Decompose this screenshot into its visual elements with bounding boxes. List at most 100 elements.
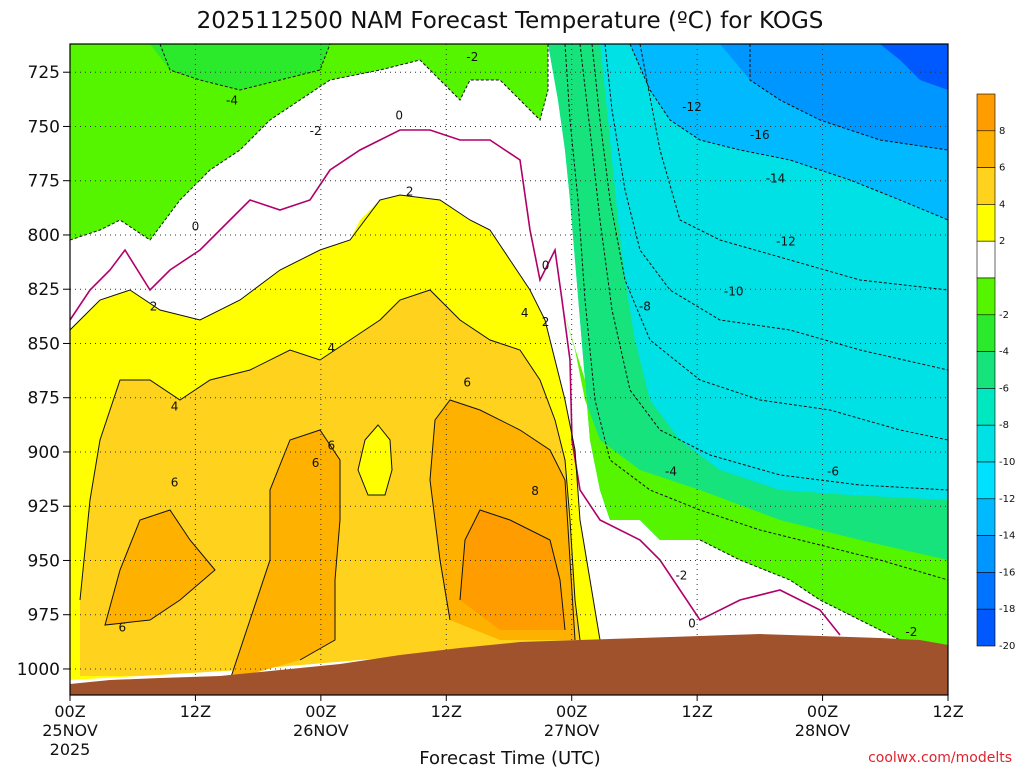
contour-label-0: -2 (466, 50, 478, 64)
colorbar-label-9: -12 (999, 494, 1015, 505)
colorbar-label-0: 8 (999, 126, 1005, 137)
isotherm-minus-6 (579, 44, 948, 491)
y-tick-label-9: 950 (28, 551, 60, 571)
colorbar-label-11: -16 (999, 567, 1015, 578)
contour-label-3: 0 (395, 109, 403, 123)
contour-label-18: -2 (675, 569, 687, 583)
contour-label-2: -2 (310, 124, 322, 138)
positive-isotherms (70, 194, 601, 681)
colorbar-swatch-11 (976, 498, 996, 536)
x-tick-label-0: 00Z (54, 702, 85, 721)
colorbar-label-5: -4 (999, 347, 1009, 358)
grid (70, 44, 948, 695)
y-axis: 725 750 775 800 825 850 875 900 925 950 975 1000 (17, 63, 70, 680)
contour-label-1: -4 (226, 93, 238, 107)
colorbar-swatch-6 (976, 314, 996, 352)
isotherm-minus-16 (749, 44, 948, 151)
y-tick-label-10: 975 (28, 606, 60, 626)
cool-band-lower (560, 300, 948, 660)
colorbar-swatch-2 (976, 167, 996, 205)
colorbar-label-1: 6 (999, 163, 1005, 174)
colorbar-swatch-7 (976, 351, 996, 389)
coldest-band (880, 44, 948, 90)
contour-label-21: -12 (682, 100, 702, 114)
contour-label-7: 4 (327, 341, 335, 355)
x-tick-label-2: 00Z (305, 702, 336, 721)
negative-isotherms (70, 44, 948, 651)
colorbar-label-6: -6 (999, 383, 1009, 394)
x-tick-label-5: 12Z (681, 702, 712, 721)
y-tick-label-8: 925 (28, 497, 60, 517)
contour-label-26: -8 (639, 300, 651, 314)
warm-core-8-10 (460, 510, 565, 630)
colorbar-swatch-5 (976, 277, 996, 316)
x-tick-label-1: 12Z (180, 702, 211, 721)
isotherm-4 (79, 289, 581, 641)
chart-title: 2025112500 NAM Forecast Temperature (ºC)… (197, 8, 824, 34)
isotherm-pocket (357, 424, 393, 496)
y-tick-label-6: 875 (28, 389, 60, 409)
colorbar-swatch-1 (976, 130, 996, 168)
colorbar-label-3: 2 (999, 236, 1005, 247)
upper-cool-layer (70, 44, 548, 240)
colorbar-label-12: -18 (999, 604, 1015, 615)
y-tick-label-5: 850 (28, 334, 60, 354)
x-tick-label-7: 12Z (932, 702, 963, 721)
colorbar-label-10: -14 (999, 531, 1015, 542)
contour-label-6: 2 (150, 300, 158, 314)
credit-text: coolwx.com/modelts (868, 750, 1012, 766)
contour-label-25: -10 (724, 284, 744, 298)
y-tick-label-3: 800 (28, 226, 60, 246)
isotherm-minus-10 (604, 44, 948, 371)
y-tick-label-11: 1000 (17, 660, 60, 680)
colorbar-label-7: -8 (999, 420, 1009, 431)
isotherm-2 (70, 194, 601, 641)
freezing-isotherm (70, 129, 841, 636)
colorbar-label-13: -20 (999, 641, 1015, 652)
plot-frame (69, 43, 949, 696)
x-axis-label: Forecast Time (UTC) (419, 748, 600, 768)
contour-label-23: -14 (766, 172, 786, 186)
contour-label-13: 4 (521, 306, 529, 320)
x-date-label-0: 25NOV (42, 721, 98, 740)
contour-label-10: 6 (312, 456, 320, 470)
contour-label-5: 0 (192, 219, 200, 233)
y-tick-label-1: 750 (28, 117, 60, 137)
isotherm-minus-2-upper (70, 44, 549, 241)
x-tick-label-4: 00Z (556, 702, 587, 721)
contour-label-20: -2 (905, 625, 917, 639)
colorbar-swatch-3 (976, 204, 996, 242)
colorbar-swatch-9 (976, 424, 996, 463)
colorbar-swatch-12 (976, 535, 996, 573)
contour-label-14: 2 (542, 315, 550, 329)
plot-area (70, 44, 948, 695)
isotherm-minus-12 (639, 44, 948, 291)
isotherm-8 (459, 509, 566, 631)
contour-label-11: 6 (171, 475, 179, 489)
x-date-label-6: 28NOV (795, 721, 851, 740)
isotherm-minus-4-upper (159, 44, 331, 91)
x-year-label-0: 2025 (50, 740, 91, 759)
very-cold-band-2 (720, 44, 948, 150)
contour-label-12: 6 (463, 376, 471, 390)
contour-label-19: 0 (688, 616, 696, 630)
colorbar-swatch-10 (976, 461, 996, 500)
colorbar-swatch-4 (976, 240, 996, 279)
isotherm-6-mid (229, 429, 341, 681)
y-tick-label-2: 775 (28, 172, 60, 192)
contour-label-27: -4 (665, 464, 677, 478)
colorbar-label-8: -10 (999, 457, 1015, 468)
colorbar-swatch-0 (976, 93, 996, 132)
contour-label-8: 4 (171, 399, 179, 413)
contour-label-17: 6 (118, 621, 126, 635)
contour-label-15: 0 (542, 258, 550, 272)
warm-pocket (358, 425, 392, 495)
terrain (70, 634, 948, 695)
contour-label-9: 6 (327, 438, 335, 452)
x-tick-label-6: 00Z (807, 702, 838, 721)
x-date-label-4: 27NOV (544, 721, 600, 740)
isotherm-minus-14 (629, 44, 948, 221)
colorbar: 8 6 4 2 -2 -4 -6 -8 -10 -12 -14 -16 -18 -20 (976, 93, 1015, 652)
